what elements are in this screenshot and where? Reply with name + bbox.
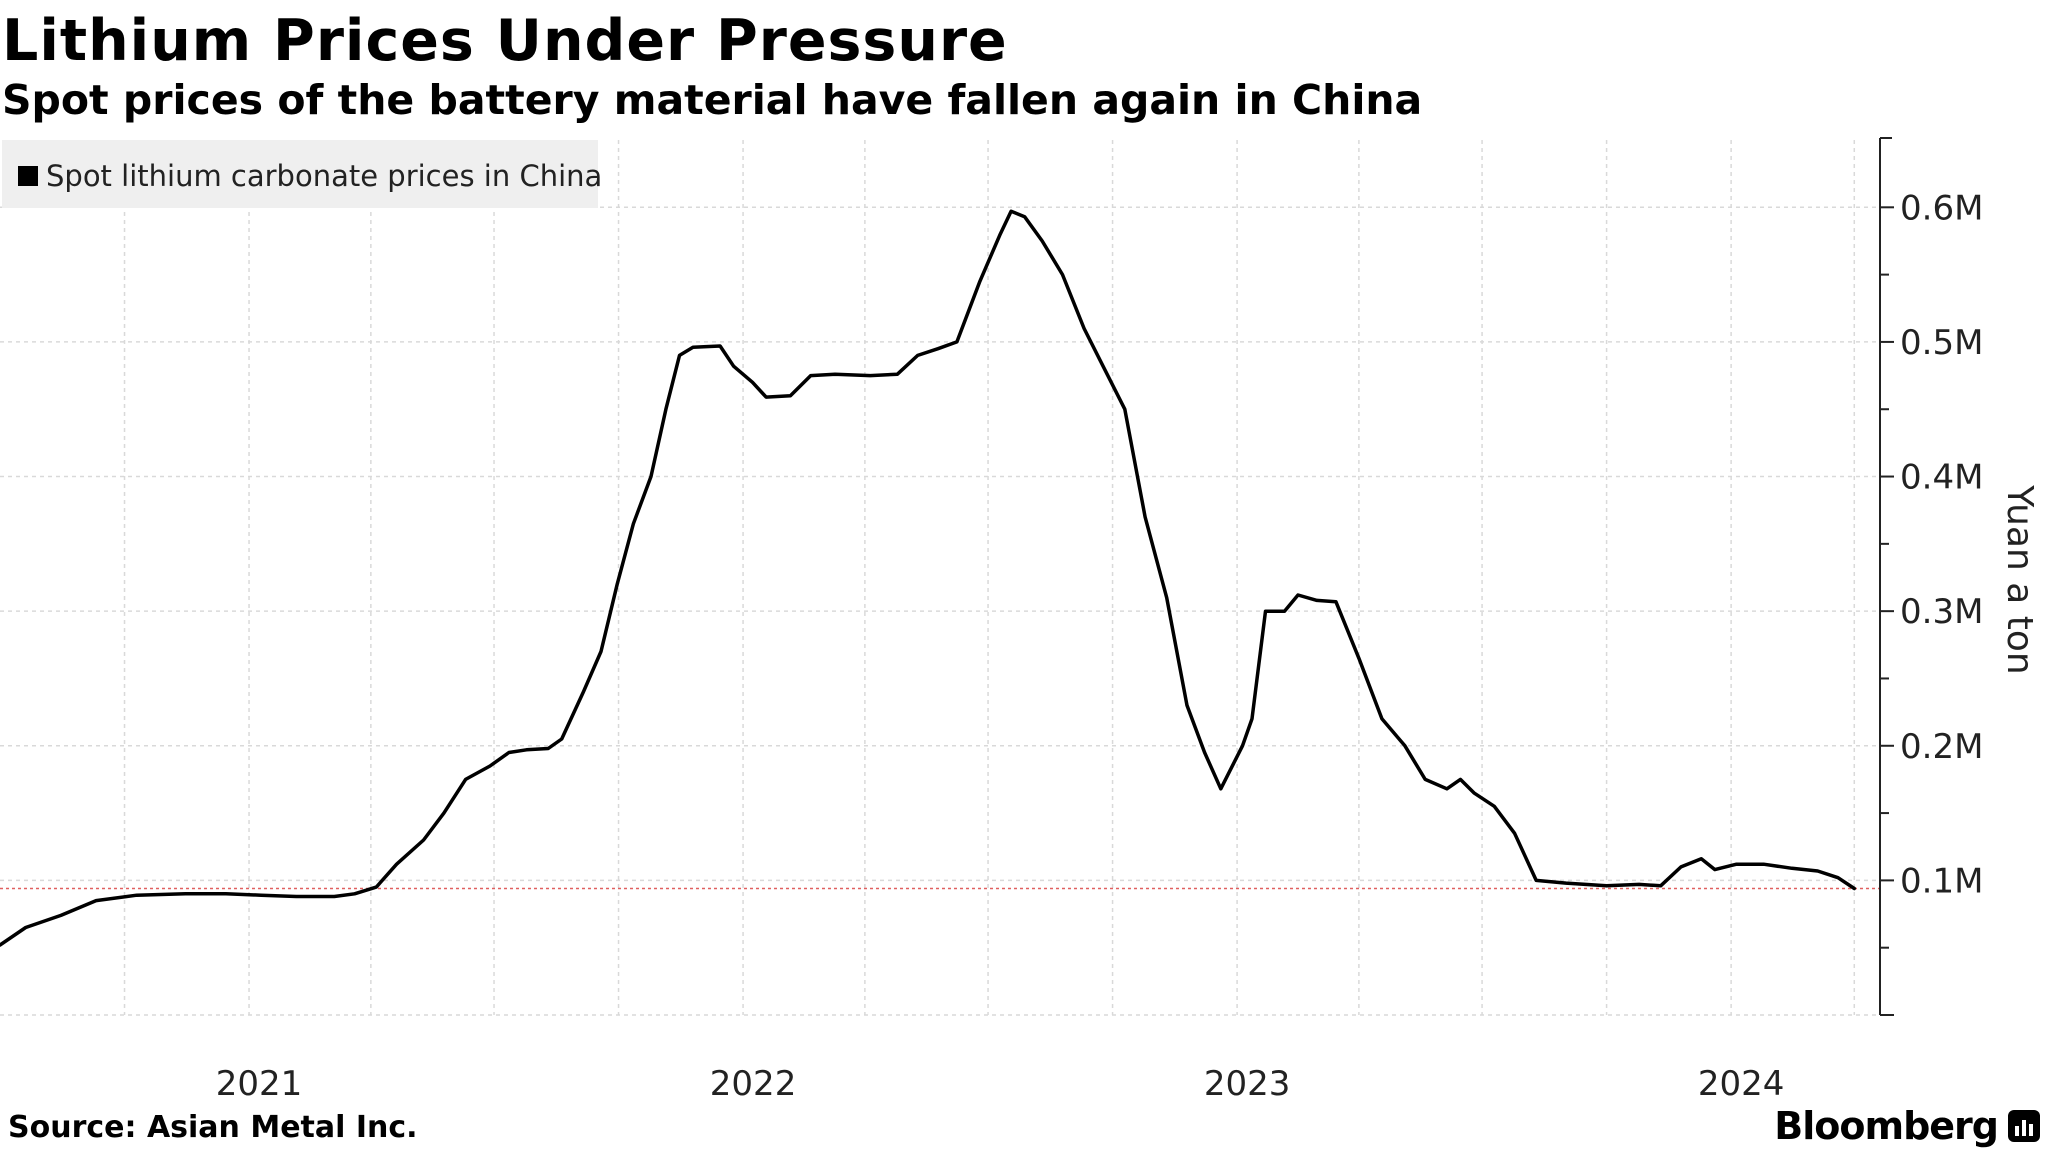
y-tick-label: 0.1M: [1900, 861, 1983, 901]
brand-name: Bloomberg: [1774, 1104, 1999, 1148]
legend: Spot lithium carbonate prices in China: [2, 140, 602, 208]
legend-swatch: [18, 166, 38, 186]
brand-logo: Bloomberg: [1774, 1104, 2040, 1148]
series-line: [0, 209, 1857, 947]
x-tick-label: 2023: [1204, 1064, 1291, 1100]
series-layer: [0, 209, 1857, 947]
x-axis: 2021 2022 2023 2024: [216, 1064, 1785, 1100]
y-axis-label: Yuan a ton: [1999, 484, 2040, 674]
chart-title: Lithium Prices Under Pressure: [2, 8, 1008, 74]
x-tick-label: 2021: [216, 1064, 303, 1100]
source-note: Source: Asian Metal Inc.: [8, 1110, 418, 1145]
y-tick-label: 0.4M: [1900, 458, 1983, 498]
y-tick-label: 0.6M: [1900, 188, 1983, 228]
y-tick-label: 0.3M: [1900, 592, 1983, 632]
terminal-icon: [2008, 1110, 2040, 1142]
x-tick-label: 2022: [710, 1064, 797, 1100]
y-tick-label: 0.5M: [1900, 323, 1983, 363]
grid-lines: [0, 140, 1880, 1016]
y-axis: 0.1M 0.2M 0.3M 0.4M 0.5M 0.6M: [1879, 137, 1983, 1016]
legend-label: Spot lithium carbonate prices in China: [46, 159, 602, 193]
line-chart: 0.1M0.2M0.3M0.4M0.5M0.6M 2021 2022 2023 202…: [0, 137, 2040, 1100]
legend-background: [2, 140, 598, 208]
x-tick-label: 2024: [1698, 1064, 1785, 1100]
chart-subtitle: Spot prices of the battery material have…: [2, 76, 1423, 124]
y-tick-label: 0.2M: [1900, 727, 1983, 767]
